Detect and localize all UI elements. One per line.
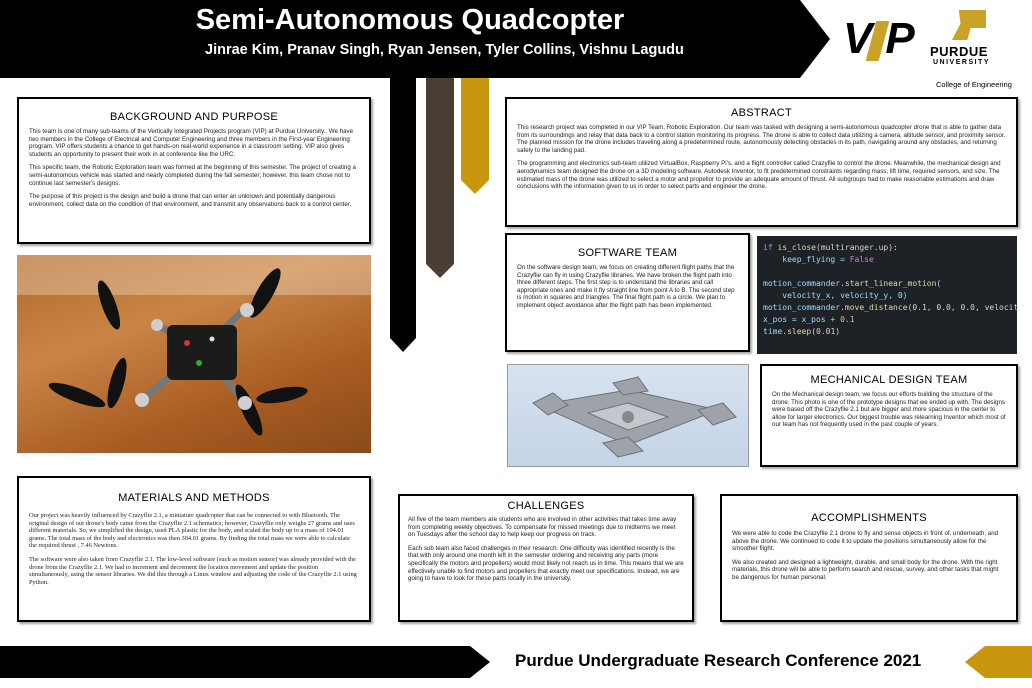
materials-paragraph-1: Our project was heavily influenced by Cr…	[29, 512, 355, 550]
materials-paragraph-2: The software were also taken from Crazyf…	[29, 555, 357, 586]
conference-name: Purdue Undergraduate Research Conference…	[515, 651, 922, 670]
cad-drone-frame-render	[507, 364, 749, 467]
gold-ribbon	[461, 78, 489, 194]
challenges-paragraph-2: Each sub team also faced challenges in t…	[408, 544, 684, 583]
accomplishments-paragraph-1: We were able to code the Crazyflie 2.1 d…	[732, 530, 999, 553]
cad-frame-illustration	[532, 376, 737, 458]
background-paragraph-2: This specific team, the Robotic Explorat…	[29, 164, 356, 187]
purdue-college-label: College of Engineering	[936, 80, 1012, 89]
footer-gold-tip	[965, 646, 985, 678]
footer-banner	[0, 646, 470, 678]
footer-gold-bar	[985, 646, 1032, 678]
background-paragraph-1: This team is one of many sub-teams of th…	[29, 128, 354, 158]
author-list: Jinrae Kim, Pranav Singh, Ryan Jensen, T…	[205, 42, 684, 58]
challenges-section: CHALLENGES All five of the team members …	[398, 494, 694, 622]
purdue-logo-university: UNIVERSITY	[933, 59, 991, 66]
materials-heading: MATERIALS AND METHODS	[118, 492, 270, 504]
poster-title: Semi-Autonomous Quadcopter	[195, 4, 625, 36]
accomplishments-section: ACCOMPLISHMENTS We were able to code the…	[720, 494, 1018, 622]
abstract-paragraph-1: This research project was completed in o…	[517, 124, 1006, 154]
drone-illustration	[17, 255, 371, 436]
purdue-p-logo-icon	[952, 10, 986, 40]
abstract-heading: ABSTRACT	[730, 107, 793, 119]
abstract-section: ABSTRACT This research project was compl…	[505, 97, 1018, 227]
background-heading: BACKGROUND AND PURPOSE	[110, 111, 278, 123]
accomplishments-heading: ACCOMPLISHMENTS	[811, 512, 927, 524]
software-section: SOFTWARE TEAM On the software design tea…	[505, 233, 750, 352]
challenges-paragraph-1: All five of the team members are student…	[408, 516, 677, 539]
mechanical-heading: MECHANICAL DESIGN TEAM	[810, 374, 968, 386]
black-ribbon	[390, 78, 416, 352]
accomplishments-paragraph-2: We also created and designed a lightweig…	[732, 558, 999, 581]
background-section: BACKGROUND AND PURPOSE This team is one …	[17, 97, 371, 244]
drone-photo	[17, 255, 371, 453]
materials-section: MATERIALS AND METHODS Our project was he…	[17, 476, 371, 622]
mechanical-section: MECHANICAL DESIGN TEAM On the Mechanical…	[760, 364, 1018, 467]
background-paragraph-3: The purpose of this project is the desig…	[29, 193, 352, 208]
code-snippet: if is_close(multiranger.up): keep_flying…	[757, 236, 1017, 354]
abstract-paragraph-2: The programming and electronics sub-team…	[517, 160, 1001, 191]
header-banner	[0, 0, 800, 78]
challenges-heading: CHALLENGES	[507, 500, 585, 512]
header-banner-tip	[800, 0, 830, 78]
purdue-logo-name: PURDUE	[930, 44, 988, 59]
software-paragraph-1: On the software design team, we focus on…	[517, 264, 735, 309]
footer-banner-tip	[470, 646, 490, 678]
software-heading: SOFTWARE TEAM	[577, 247, 678, 259]
mechanical-paragraph-1: On the Mechanical design team, we focus …	[772, 391, 1006, 429]
brown-ribbon	[426, 78, 454, 278]
